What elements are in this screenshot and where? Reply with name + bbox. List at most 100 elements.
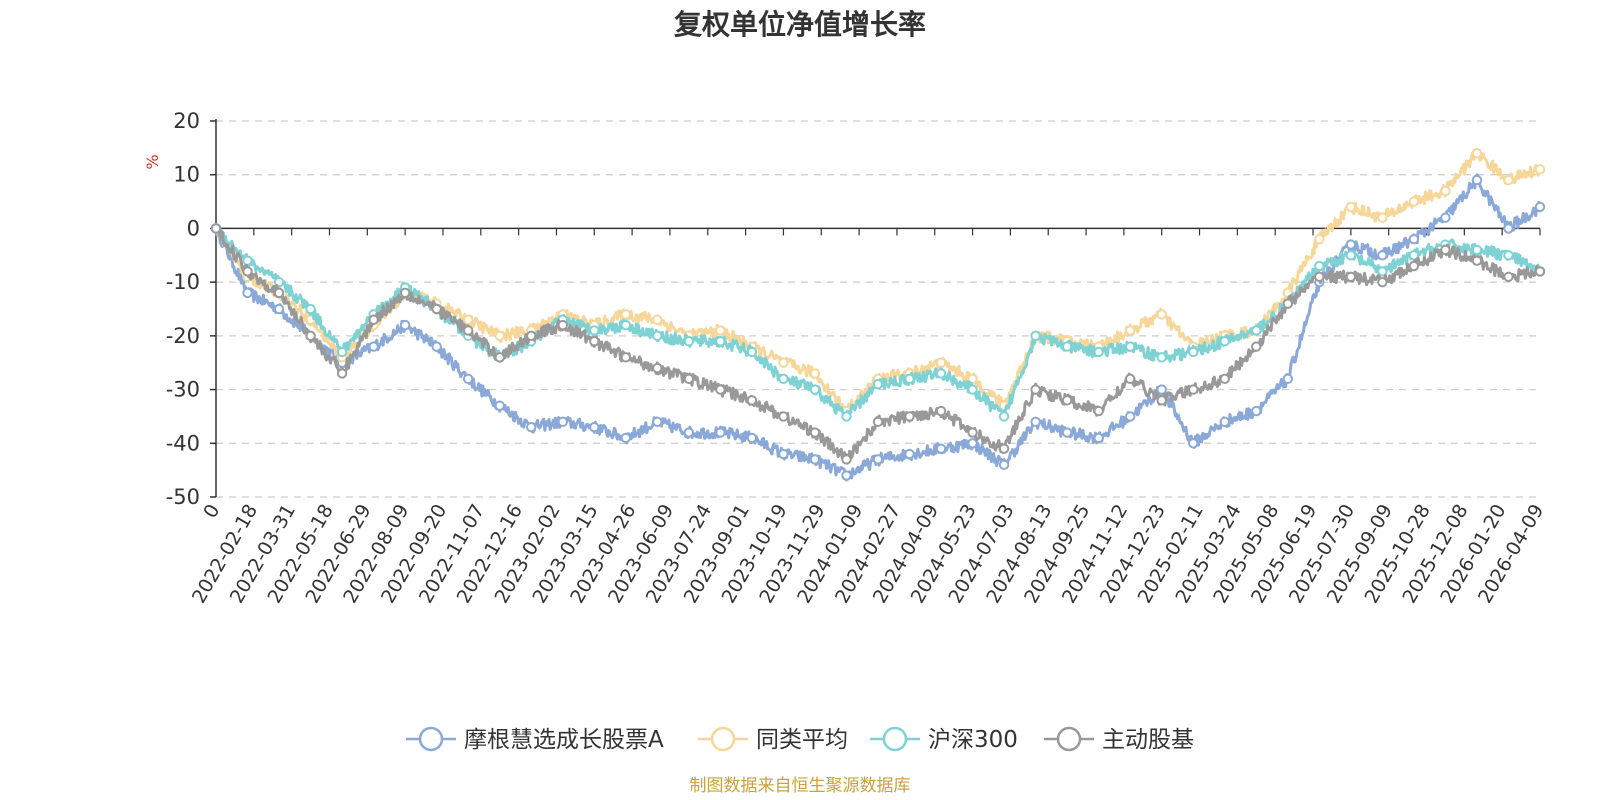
- series-lines: [210, 148, 1546, 482]
- data-point: [715, 384, 726, 395]
- data-point: [1471, 148, 1483, 159]
- data-point: [431, 303, 442, 315]
- data-point: [904, 373, 915, 385]
- legend-label: 同类平均: [756, 727, 848, 753]
- data-point: [1093, 346, 1104, 358]
- data-point: [273, 287, 285, 299]
- data-point: [809, 368, 821, 379]
- y-tick-label: 10: [173, 163, 200, 187]
- data-point: [620, 432, 632, 444]
- data-point: [494, 352, 505, 363]
- y-tick-label: -50: [166, 485, 200, 509]
- data-point: [1471, 244, 1483, 256]
- data-point: [494, 330, 505, 342]
- data-point: [715, 325, 726, 336]
- data-point: [1093, 432, 1104, 444]
- data-point: [1251, 341, 1262, 352]
- data-point: [589, 325, 600, 336]
- data-point: [1156, 395, 1167, 406]
- data-point: [904, 448, 915, 460]
- data-point: [336, 368, 348, 379]
- data-point: [1377, 250, 1388, 261]
- data-point: [462, 325, 474, 336]
- data-point: [778, 357, 789, 368]
- data-point: [1345, 250, 1357, 261]
- data-point: [1219, 416, 1230, 427]
- data-point: [652, 416, 663, 427]
- data-point: [872, 454, 884, 465]
- data-point: [1471, 174, 1483, 186]
- data-point: [652, 362, 663, 374]
- data-point: [1503, 250, 1514, 261]
- data-point: [1124, 373, 1136, 385]
- series-4: [210, 223, 1546, 465]
- chart-title: 复权单位净值增长率: [674, 8, 926, 41]
- data-point: [620, 319, 632, 331]
- x-tick-label: 0: [199, 501, 224, 522]
- data-point: [1188, 384, 1199, 395]
- data-point: [1377, 276, 1388, 288]
- data-point: [778, 373, 789, 385]
- data-point: [1061, 395, 1073, 406]
- data-point: [683, 373, 695, 385]
- data-point: [1345, 271, 1357, 282]
- data-point: [1061, 427, 1073, 438]
- data-point: [1124, 325, 1136, 336]
- data-point: [1345, 201, 1357, 213]
- data-point: [242, 255, 253, 266]
- data-point: [526, 421, 537, 433]
- y-tick-label: -30: [166, 378, 200, 402]
- data-point: [1251, 405, 1262, 417]
- data-point: [967, 438, 978, 449]
- data-point: [305, 303, 316, 315]
- data-point: [1314, 233, 1325, 245]
- data-point: [557, 416, 568, 427]
- series-1: [210, 173, 1546, 482]
- legend-item[interactable]: 主动股基: [1044, 726, 1194, 753]
- data-point: [967, 384, 978, 395]
- data-point: [683, 336, 695, 347]
- data-point: [1377, 266, 1388, 277]
- series-3: [210, 223, 1546, 422]
- data-point: [1219, 336, 1230, 347]
- data-point: [935, 368, 947, 379]
- data-point: [210, 223, 222, 234]
- data-point: [1251, 325, 1262, 336]
- data-point: [1156, 352, 1167, 363]
- data-point: [589, 421, 600, 433]
- data-point: [1030, 384, 1041, 395]
- data-point: [1408, 260, 1420, 272]
- legend-item[interactable]: 同类平均: [698, 726, 848, 753]
- data-point: [620, 352, 632, 363]
- data-point: [589, 336, 600, 347]
- grid-lines: [216, 120, 1540, 498]
- data-point: [841, 411, 852, 422]
- data-point: [872, 416, 884, 427]
- data-point: [1314, 271, 1325, 282]
- data-point: [242, 266, 253, 277]
- data-point: [1377, 212, 1388, 223]
- legend[interactable]: 摩根慧选成长股票A 同类平均 沪深300 主动股基: [406, 726, 1194, 753]
- legend-item[interactable]: 沪深300: [870, 726, 1018, 753]
- data-point: [336, 346, 348, 358]
- data-point: [715, 427, 726, 438]
- data-point: [809, 454, 821, 465]
- data-point: [1156, 309, 1167, 320]
- data-point: [1093, 405, 1104, 417]
- data-point: [526, 330, 537, 342]
- data-point: [242, 287, 253, 299]
- data-point: [746, 346, 758, 358]
- data-point: [1188, 346, 1199, 358]
- data-point: [1503, 174, 1514, 186]
- data-point: [1124, 411, 1136, 422]
- y-tick-label: -10: [166, 270, 200, 294]
- data-point: [1030, 330, 1041, 342]
- data-source-note: 制图数据来自恒生聚源数据库: [690, 776, 911, 796]
- y-tick-label: -40: [166, 431, 200, 455]
- legend-circle-icon: [882, 726, 908, 752]
- data-point: [998, 443, 1010, 454]
- legend-label: 摩根慧选成长股票A: [464, 727, 664, 753]
- legend-item[interactable]: 摩根慧选成长股票A: [406, 726, 664, 753]
- data-point: [1440, 244, 1451, 256]
- data-point: [998, 411, 1010, 422]
